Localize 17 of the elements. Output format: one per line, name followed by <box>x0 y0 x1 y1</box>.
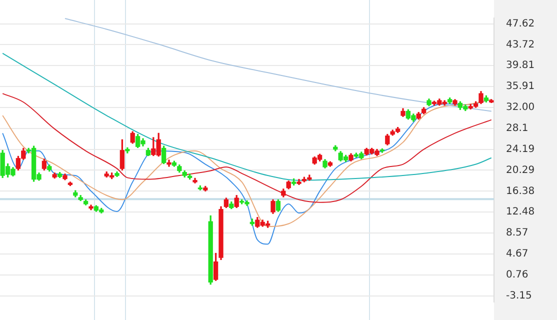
y-tick-label: -3.15 <box>506 290 532 302</box>
y-tick-label: 8.57 <box>506 228 528 239</box>
y-tick-label: 16.38 <box>506 186 535 197</box>
y-tick-label: 4.67 <box>506 248 528 260</box>
line-series <box>2 52 492 181</box>
y-tick-label: 20.29 <box>506 164 535 176</box>
y-tick-label: 12.48 <box>506 206 535 218</box>
y-tick-label: 43.72 <box>506 39 535 50</box>
y-tick-label: 0.76 <box>506 269 528 280</box>
line-series <box>64 18 492 112</box>
y-tick-label: 35.91 <box>506 81 535 92</box>
y-tick-label: 47.62 <box>506 18 535 30</box>
y-tick-label: 39.81 <box>506 60 535 72</box>
line-series <box>2 93 492 203</box>
y-tick-label: 28.1 <box>506 122 528 134</box>
y-tick-label: 32.00 <box>506 102 535 114</box>
y-tick-label: 24.19 <box>506 144 535 155</box>
